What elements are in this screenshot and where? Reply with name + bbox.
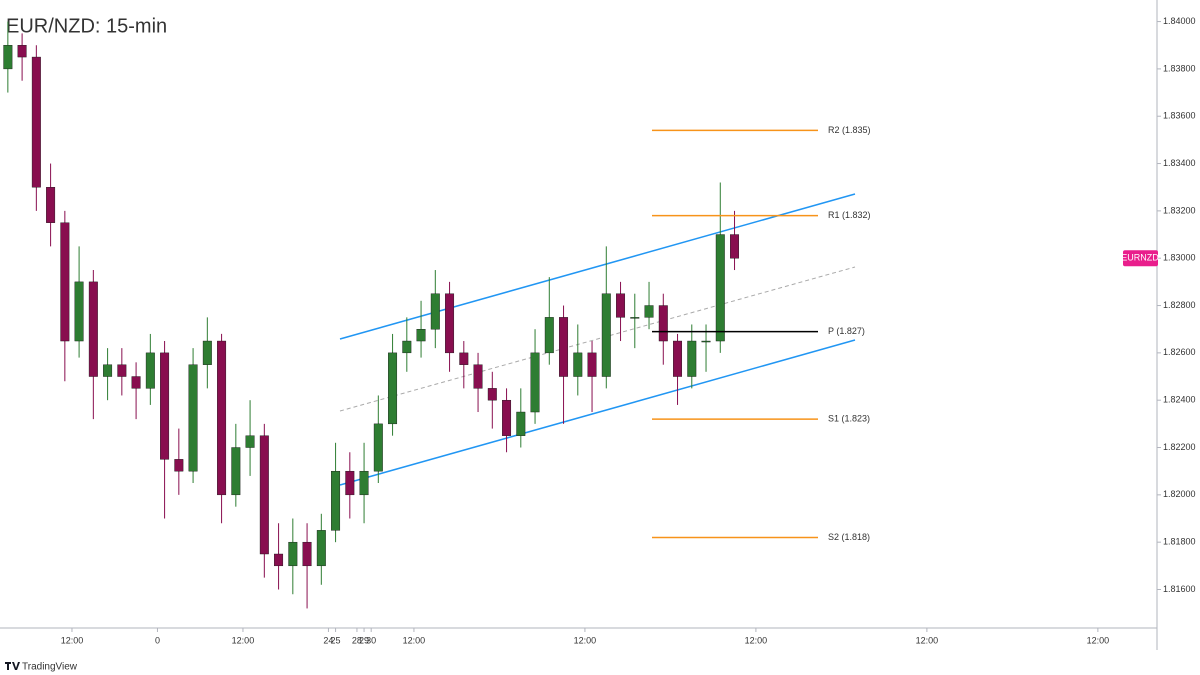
candle-body	[174, 459, 184, 472]
candle-body	[587, 352, 597, 377]
x-tick-label: 12:00	[916, 635, 939, 645]
x-tick-label: 12:00	[232, 635, 255, 645]
candle-body	[103, 364, 113, 377]
candle-body	[445, 293, 455, 354]
y-tick-label: 1.81800	[1163, 537, 1196, 547]
x-tick-label: 0	[155, 635, 160, 645]
candle-body	[3, 45, 13, 70]
candle-body	[188, 364, 198, 472]
x-tick-label: 12:00	[1087, 635, 1110, 645]
logo-text: TradingView	[22, 662, 78, 673]
candle-body	[302, 541, 312, 567]
trend-line	[339, 339, 856, 486]
candle-body	[74, 281, 84, 342]
y-tick-label: 1.84000	[1163, 16, 1196, 26]
candle-body	[644, 305, 654, 318]
logo: TradingView	[5, 662, 78, 673]
candle-body	[345, 470, 355, 496]
candle-body	[473, 364, 483, 389]
candle-body	[145, 352, 155, 389]
pivot-label: R1 (1.832)	[828, 210, 871, 220]
candle-body	[601, 293, 611, 377]
candle-body	[373, 423, 383, 472]
candle-body	[388, 352, 398, 425]
x-tick-label: 29	[359, 635, 369, 645]
y-tick-label: 1.82600	[1163, 347, 1196, 357]
candle-body	[88, 281, 98, 377]
candle-body	[544, 317, 554, 354]
candle-body	[616, 293, 626, 318]
y-tick-label: 1.82200	[1163, 442, 1196, 452]
candle-body	[274, 553, 284, 567]
candle-body	[416, 328, 426, 342]
candle-body	[715, 234, 725, 342]
y-tick-label: 1.82000	[1163, 489, 1196, 499]
candle-body	[630, 317, 640, 319]
candle-body	[530, 352, 540, 413]
pivot-label: R2 (1.835)	[828, 125, 871, 135]
candle-body	[487, 388, 497, 401]
trend-line	[339, 193, 856, 340]
candle-body	[459, 352, 469, 365]
y-tick-label: 1.83800	[1163, 63, 1196, 73]
candle-body	[131, 376, 141, 389]
candle-body	[259, 435, 269, 555]
x-tick-label: 12:00	[574, 635, 597, 645]
candle-body	[117, 364, 127, 377]
y-tick-label: 1.83600	[1163, 111, 1196, 121]
x-tick-label: 12:00	[61, 635, 84, 645]
x-tick-label: 25	[331, 635, 341, 645]
candle-body	[502, 399, 512, 436]
pivot-label: S2 (1.818)	[828, 532, 870, 542]
candle-body	[658, 305, 668, 342]
candle-body	[730, 234, 740, 259]
candle-body	[573, 352, 583, 377]
x-tick-label: 30	[366, 635, 376, 645]
candle-body	[316, 530, 326, 567]
candle-body	[559, 317, 569, 377]
x-tick-label: 12:00	[403, 635, 426, 645]
chart-title: EUR/NZD: 15-min	[6, 15, 167, 37]
candle-body	[673, 340, 683, 377]
price-tag	[1123, 250, 1158, 267]
y-tick-label: 1.81600	[1163, 584, 1196, 594]
y-tick-label: 1.83200	[1163, 205, 1196, 215]
y-tick-label: 1.82800	[1163, 300, 1196, 310]
candle-body	[60, 222, 70, 342]
x-tick-label: 12:00	[745, 635, 768, 645]
candle-body	[701, 340, 711, 343]
y-tick-label: 1.83000	[1163, 253, 1196, 263]
y-tick-label: 1.82400	[1163, 395, 1196, 405]
price-tag-label: EURNZD	[1121, 253, 1159, 263]
candle-body	[202, 340, 212, 365]
candle-body	[359, 470, 369, 496]
candle-body	[331, 470, 341, 531]
candle-body	[430, 293, 440, 330]
candle-body	[160, 352, 170, 460]
y-tick-label: 1.83400	[1163, 158, 1196, 168]
candle-body	[288, 541, 298, 567]
candle-body	[31, 56, 41, 188]
candle-body	[245, 435, 255, 448]
x-tick-label: 24	[323, 635, 333, 645]
pivot-label: P (1.827)	[828, 326, 865, 336]
candle-body	[46, 187, 56, 223]
candle-body	[687, 340, 697, 377]
logo-icon	[5, 662, 20, 670]
candle-body	[402, 340, 412, 354]
x-tick-label: 28	[352, 635, 362, 645]
pivot-label: S1 (1.823)	[828, 413, 870, 423]
candle-body	[17, 45, 27, 58]
candle-body	[516, 411, 526, 436]
candle-body	[231, 447, 241, 496]
trend-line	[339, 266, 856, 412]
candle-body	[217, 340, 227, 496]
